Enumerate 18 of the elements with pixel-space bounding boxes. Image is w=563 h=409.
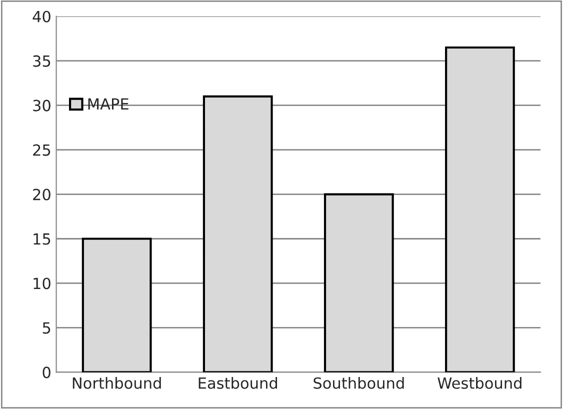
- y-tick-label: 0: [42, 366, 50, 378]
- y-tick-label: 25: [33, 144, 50, 156]
- y-tick-label: 40: [32, 10, 50, 22]
- bar: [202, 95, 273, 372]
- x-tick-label: Northbound: [72, 377, 161, 389]
- x-tick-label: Southbound: [314, 377, 404, 389]
- bar: [324, 193, 394, 372]
- y-tick-label: 20: [33, 188, 50, 200]
- bar: [82, 238, 152, 372]
- y-tick-label: 35: [33, 55, 50, 67]
- y-tick-label: 30: [33, 100, 50, 112]
- x-tick-label: Eastbound: [198, 377, 278, 389]
- y-tick-label: 10: [34, 278, 50, 290]
- bar: [445, 46, 515, 372]
- y-tick-label: 15: [34, 233, 50, 245]
- x-tick-label: Westbound: [438, 377, 522, 389]
- legend-label: MAPE: [88, 98, 128, 110]
- y-tick-label: 5: [42, 322, 50, 334]
